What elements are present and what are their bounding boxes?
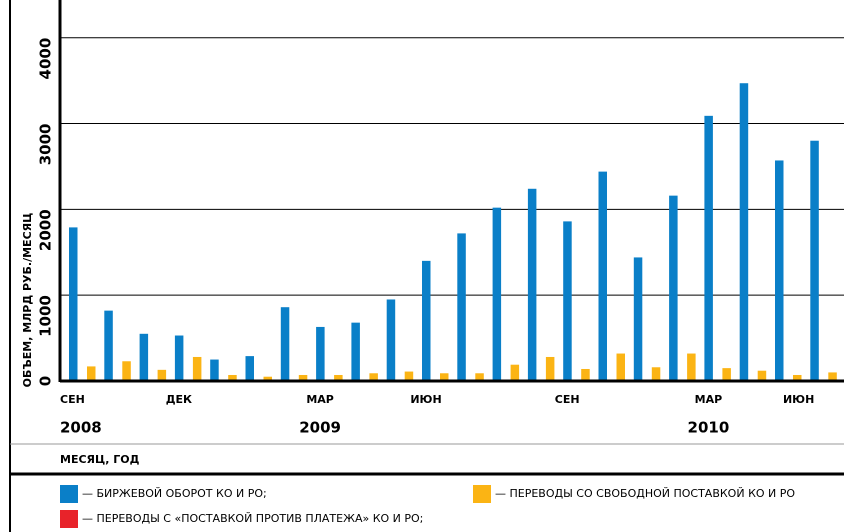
legend-label: — БИРЖЕВОЙ ОБОРОТ КО И РО;	[82, 487, 267, 500]
x-tick-label: ИЮН	[410, 393, 441, 406]
bar	[598, 171, 607, 381]
bar	[704, 115, 713, 381]
bar	[828, 372, 837, 381]
x-tick-label: МАР	[306, 393, 334, 406]
bar	[280, 307, 290, 381]
bar	[722, 368, 731, 381]
bar	[633, 257, 643, 381]
x-tick-label: ИЮН	[783, 393, 814, 406]
bar	[369, 373, 378, 381]
y-tick-label: 4000	[37, 38, 55, 80]
legend-swatch	[473, 485, 491, 503]
bar	[739, 83, 749, 381]
bar	[210, 359, 219, 381]
y-axis-label: ОБЪЕМ, МЛРД РУБ./МЕСЯЦ	[21, 213, 34, 388]
legend-label: — ПЕРЕВОДЫ С «ПОСТАВКОЙ ПРОТИВ ПЛАТЕЖА» …	[82, 512, 423, 525]
x-axis-label: МЕСЯЦ, ГОД	[60, 453, 140, 466]
year-label: 2010	[688, 419, 730, 437]
y-tick-label: 3000	[37, 124, 55, 166]
bar	[334, 374, 343, 381]
bar	[316, 326, 325, 381]
bar	[422, 260, 431, 381]
bar	[228, 374, 237, 381]
legend-swatch	[60, 485, 78, 503]
y-tick-label: 0	[37, 376, 55, 386]
bar	[563, 221, 572, 381]
x-tick-label: СЕН	[555, 393, 580, 406]
bar	[87, 366, 96, 381]
bar	[192, 356, 202, 381]
bar	[775, 160, 784, 381]
bar	[263, 376, 272, 381]
x-tick-label: СЕН	[60, 393, 85, 406]
bar	[687, 353, 696, 381]
bar	[581, 368, 590, 381]
bar	[69, 227, 78, 381]
bar	[104, 310, 113, 381]
bar	[298, 374, 308, 381]
x-tick-label: ДЕК	[166, 393, 192, 406]
bar	[527, 188, 537, 381]
bar	[510, 364, 520, 381]
legend-label: — ПЕРЕВОДЫ СО СВОБОДНОЙ ПОСТАВКОЙ КО И Р…	[495, 487, 795, 500]
bar	[545, 356, 555, 381]
x-tick-label: МАР	[695, 393, 723, 406]
bar	[157, 369, 167, 381]
bar	[810, 140, 819, 381]
bar	[245, 356, 254, 381]
bar	[616, 353, 625, 381]
bar	[139, 333, 149, 381]
bar	[386, 299, 396, 381]
bar	[475, 373, 484, 381]
legend-swatch	[60, 510, 78, 528]
y-tick-label: 1000	[37, 295, 55, 337]
year-label: 2008	[60, 419, 102, 437]
bar	[492, 207, 502, 381]
bar	[122, 361, 131, 381]
bar	[669, 195, 678, 381]
year-label: 2009	[299, 419, 341, 437]
y-tick-label: 2000	[37, 209, 55, 251]
bar	[793, 374, 802, 381]
bar	[651, 367, 661, 381]
bar	[440, 373, 449, 381]
bar	[404, 371, 414, 381]
bar	[757, 370, 767, 381]
bar	[351, 322, 360, 381]
bar	[457, 233, 466, 381]
bar	[174, 335, 184, 381]
